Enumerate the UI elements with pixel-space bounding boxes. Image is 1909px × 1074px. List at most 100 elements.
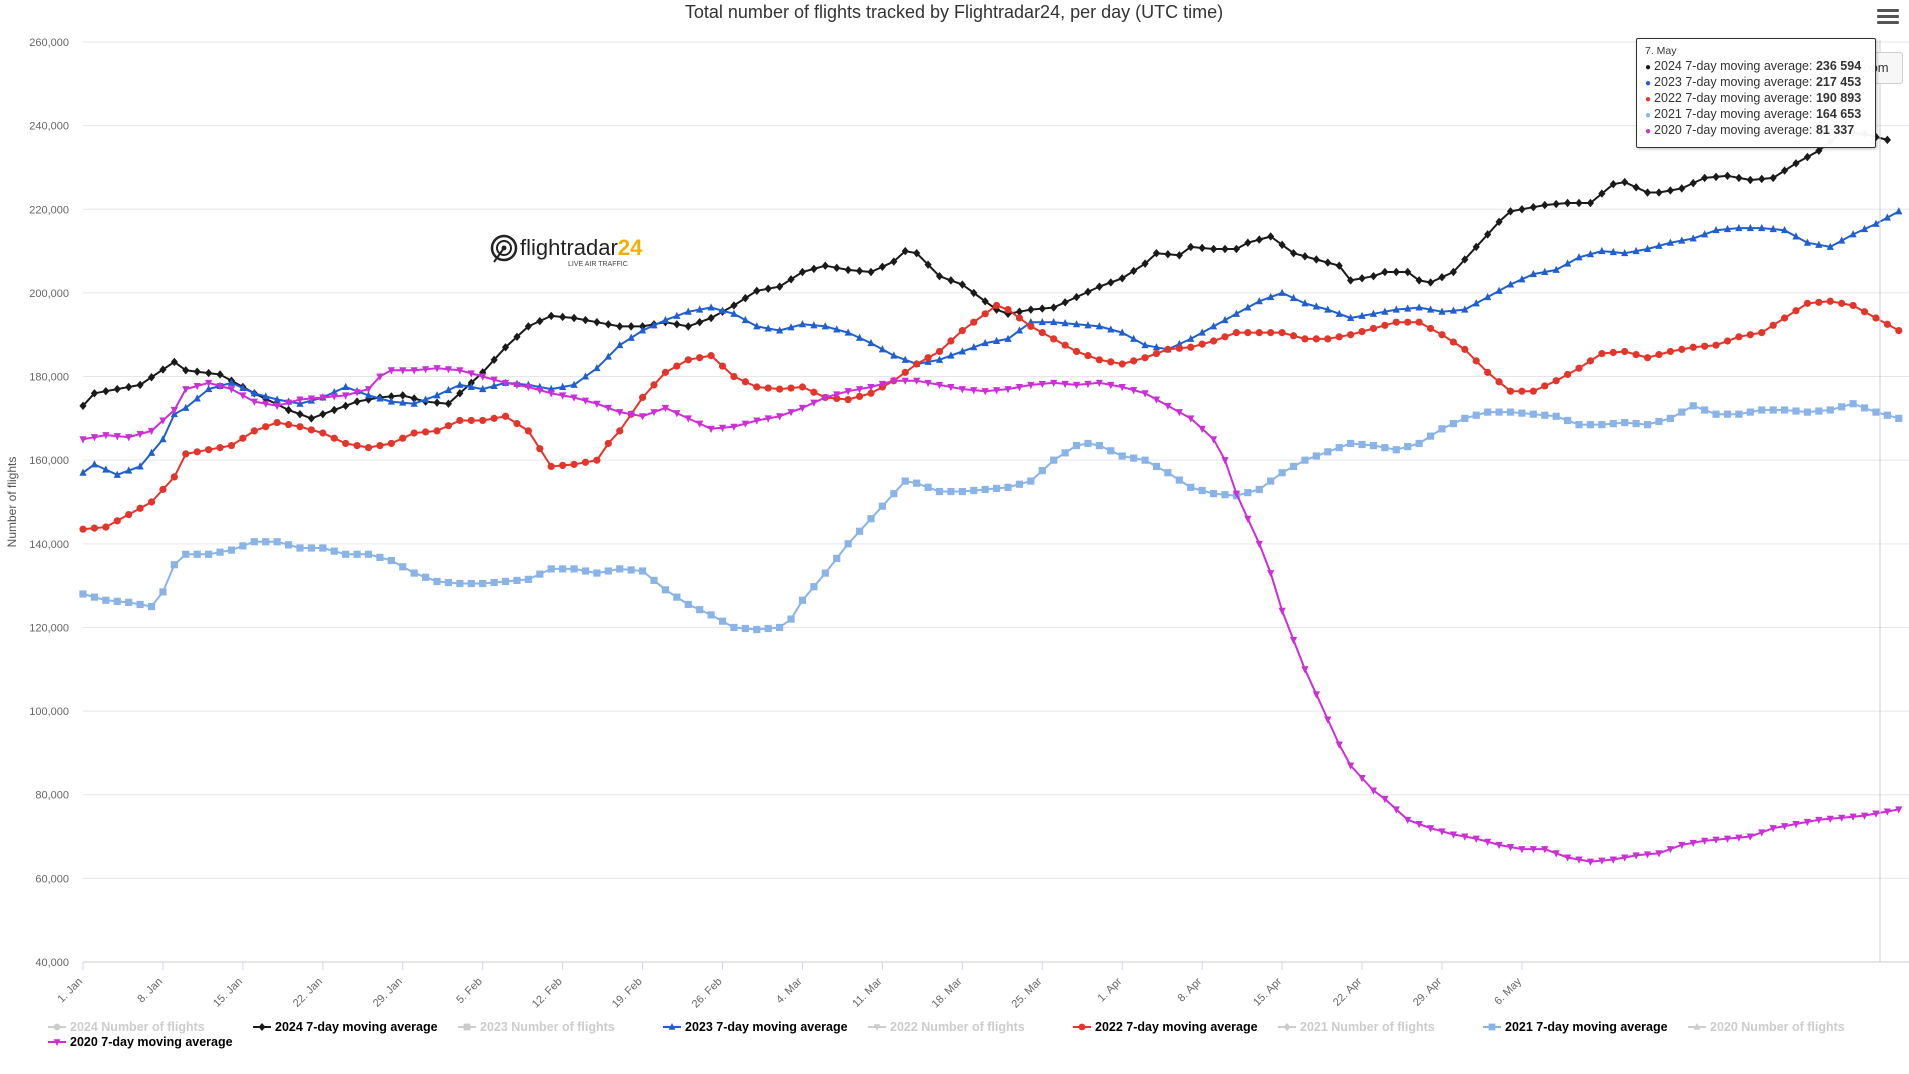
data-point: [559, 461, 567, 470]
hamburger-menu-icon[interactable]: [1877, 6, 1899, 28]
data-point: [1860, 308, 1869, 316]
data-point: [1449, 267, 1457, 277]
data-point: [844, 328, 852, 336]
data-point: [1632, 183, 1640, 192]
data-point: [753, 417, 761, 425]
data-point: [1621, 177, 1629, 187]
y-tick-label: 120,000: [29, 622, 69, 634]
x-ticks: 1. Jan 8. Jan 15. Jan 22. Jan 29. Jan 5. Feb 1…: [55, 962, 1524, 1011]
data-point: [536, 387, 544, 395]
menu-bar: [1877, 15, 1899, 18]
data-point: [1712, 410, 1720, 418]
data-point: [970, 288, 978, 298]
data-point: [319, 429, 327, 437]
data-point: [1484, 408, 1492, 416]
data-point: [798, 267, 807, 277]
legend-symbol-icon: [663, 1023, 681, 1030]
data-point: [1084, 352, 1092, 360]
series-2024: [79, 127, 1891, 423]
tooltip-label: 2022 7-day moving average:: [1654, 91, 1816, 105]
data-point: [958, 280, 966, 289]
data-point: [364, 391, 373, 399]
data-point: [1267, 232, 1275, 241]
data-point: [1792, 232, 1800, 240]
data-point: [102, 523, 110, 531]
data-point: [1232, 244, 1241, 254]
legend-item[interactable]: 2020 7-day moving average: [48, 1035, 233, 1049]
data-point: [1895, 806, 1903, 814]
data-point: [1061, 298, 1069, 307]
data-point: [1678, 841, 1686, 850]
data-point: [1152, 396, 1161, 404]
x-tick-label: 12. Feb: [530, 976, 565, 1011]
tooltip-row: ● 2024 7-day moving average: 236 594: [1645, 59, 1867, 75]
legend-item[interactable]: 2024 Number of flights: [48, 1020, 205, 1034]
data-point: [1141, 340, 1149, 349]
legend-item[interactable]: 2023 Number of flights: [458, 1020, 615, 1034]
data-point: [513, 332, 521, 342]
data-point: [193, 394, 201, 402]
data-point: [444, 366, 453, 374]
data-point: [170, 473, 178, 481]
data-point: [501, 577, 510, 586]
data-point: [1061, 449, 1069, 457]
data-point: [741, 378, 749, 386]
data-point: [319, 394, 327, 402]
data-point: [1575, 364, 1583, 372]
data-point: [707, 611, 715, 619]
data-point: [1712, 225, 1720, 234]
data-point: [1860, 404, 1869, 412]
data-point: [1506, 408, 1515, 416]
data-point: [547, 390, 555, 398]
data-point: [1415, 439, 1423, 448]
data-point: [147, 448, 156, 456]
data-point: [1301, 252, 1309, 261]
data-point: [833, 263, 841, 273]
tooltip: 7. May ● 2024 7-day moving average: 236 5…: [1636, 38, 1876, 148]
data-point: [1358, 327, 1366, 336]
data-point: [1004, 386, 1012, 394]
data-point: [1141, 354, 1149, 362]
data-point: [1404, 442, 1412, 451]
x-tick-label: 25. Mar: [1010, 975, 1045, 1010]
legend-label: 2022 7-day moving average: [1095, 1020, 1258, 1034]
data-point: [1529, 846, 1537, 854]
legend-item[interactable]: 2024 7-day moving average: [253, 1020, 438, 1034]
data-point: [1358, 440, 1366, 449]
data-point: [718, 424, 727, 432]
data-point: [1838, 814, 1846, 822]
data-point: [490, 355, 498, 365]
legend-item[interactable]: 2022 Number of flights: [868, 1020, 1025, 1034]
data-point: [479, 373, 487, 381]
data-point: [958, 487, 966, 496]
data-point: [1369, 309, 1378, 317]
legend-item[interactable]: 2022 7-day moving average: [1073, 1020, 1258, 1034]
legend-item[interactable]: 2021 Number of flights: [1278, 1020, 1435, 1034]
legend-item[interactable]: 2021 7-day moving average: [1483, 1020, 1668, 1034]
data-point: [1643, 244, 1652, 252]
data-point: [1107, 278, 1115, 287]
legend-item[interactable]: 2023 7-day moving average: [663, 1020, 848, 1034]
data-point: [136, 600, 144, 609]
y-tick-label: 160,000: [29, 455, 69, 467]
legend-item[interactable]: 2020 Number of flights: [1688, 1020, 1845, 1034]
data-point: [1438, 425, 1446, 433]
data-point: [273, 395, 281, 403]
data-point: [1015, 314, 1024, 322]
legend-symbol-icon: [1688, 1023, 1706, 1030]
data-point: [1586, 250, 1595, 258]
data-point: [1598, 246, 1606, 255]
data-point: [1632, 350, 1640, 359]
data-point: [1758, 329, 1766, 337]
data-point: [1780, 314, 1789, 322]
data-point: [159, 435, 167, 443]
data-point: [935, 381, 944, 390]
tooltip-row: ● 2021 7-day moving average: 164 653: [1645, 107, 1867, 123]
legend-marker: [1488, 1023, 1496, 1031]
data-point: [513, 419, 521, 428]
data-point: [798, 320, 807, 328]
data-point: [1004, 306, 1012, 314]
data-point: [159, 485, 167, 494]
data-point: [353, 441, 361, 450]
data-point: [1038, 304, 1046, 313]
